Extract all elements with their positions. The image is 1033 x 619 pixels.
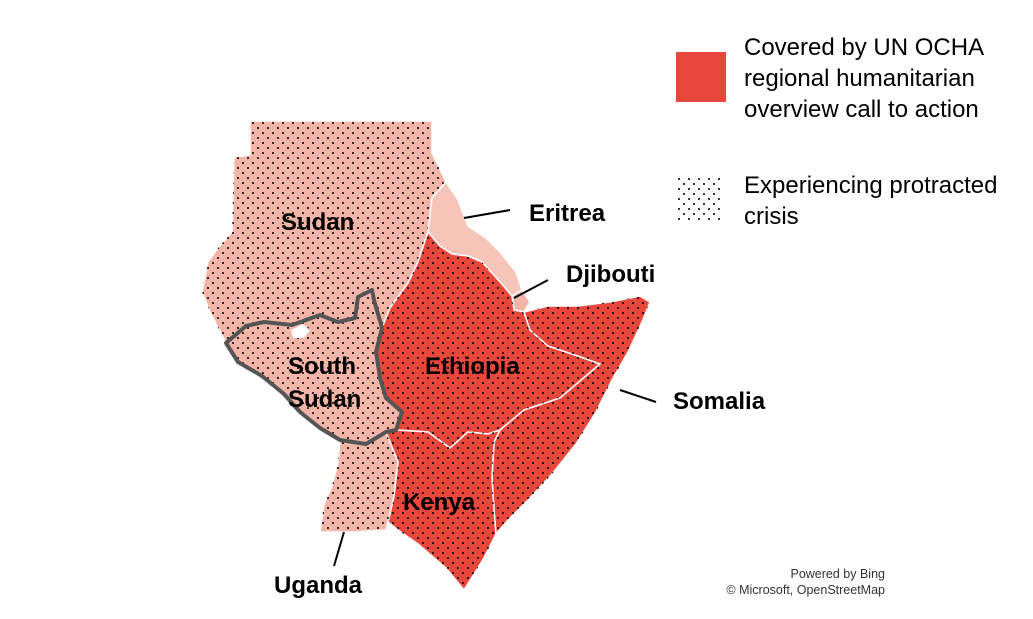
attribution-powered-by: Powered by Bing	[790, 567, 885, 581]
label-somalia: Somalia	[673, 388, 766, 415]
eritrea-leader-line	[463, 209, 511, 219]
attribution-copyright: © Microsoft, OpenStreetMap	[726, 583, 885, 597]
legend-covered-text: Covered by UN OCHA regional humanitarian…	[744, 34, 983, 123]
country-somalia	[491, 295, 651, 536]
label-sudan: Sudan	[281, 209, 354, 236]
country-south-sudan	[224, 288, 404, 446]
map-attribution: Powered by Bing © Microsoft, OpenStreetM…	[726, 566, 885, 598]
country-uganda	[319, 430, 399, 533]
label-eritrea: Eritrea	[529, 200, 606, 227]
somalia-leader-line	[619, 389, 657, 403]
label-south-sudan-line1: South	[288, 353, 356, 380]
legend-protracted-swatch	[676, 176, 720, 220]
label-ethiopia: Ethiopia	[425, 353, 520, 380]
label-kenya: Kenya	[403, 489, 476, 516]
legend-protracted-text: Experiencing protracted crisis	[744, 172, 998, 230]
country-kenya	[384, 428, 502, 592]
country-sudan	[201, 120, 447, 345]
legend-covered-swatch	[676, 52, 726, 102]
label-south-sudan-line2: Sudan	[288, 386, 361, 413]
djibouti-leader-line	[513, 279, 549, 299]
label-djibouti: Djibouti	[566, 261, 655, 288]
label-uganda: Uganda	[274, 572, 363, 599]
uganda-leader-line	[333, 531, 345, 567]
